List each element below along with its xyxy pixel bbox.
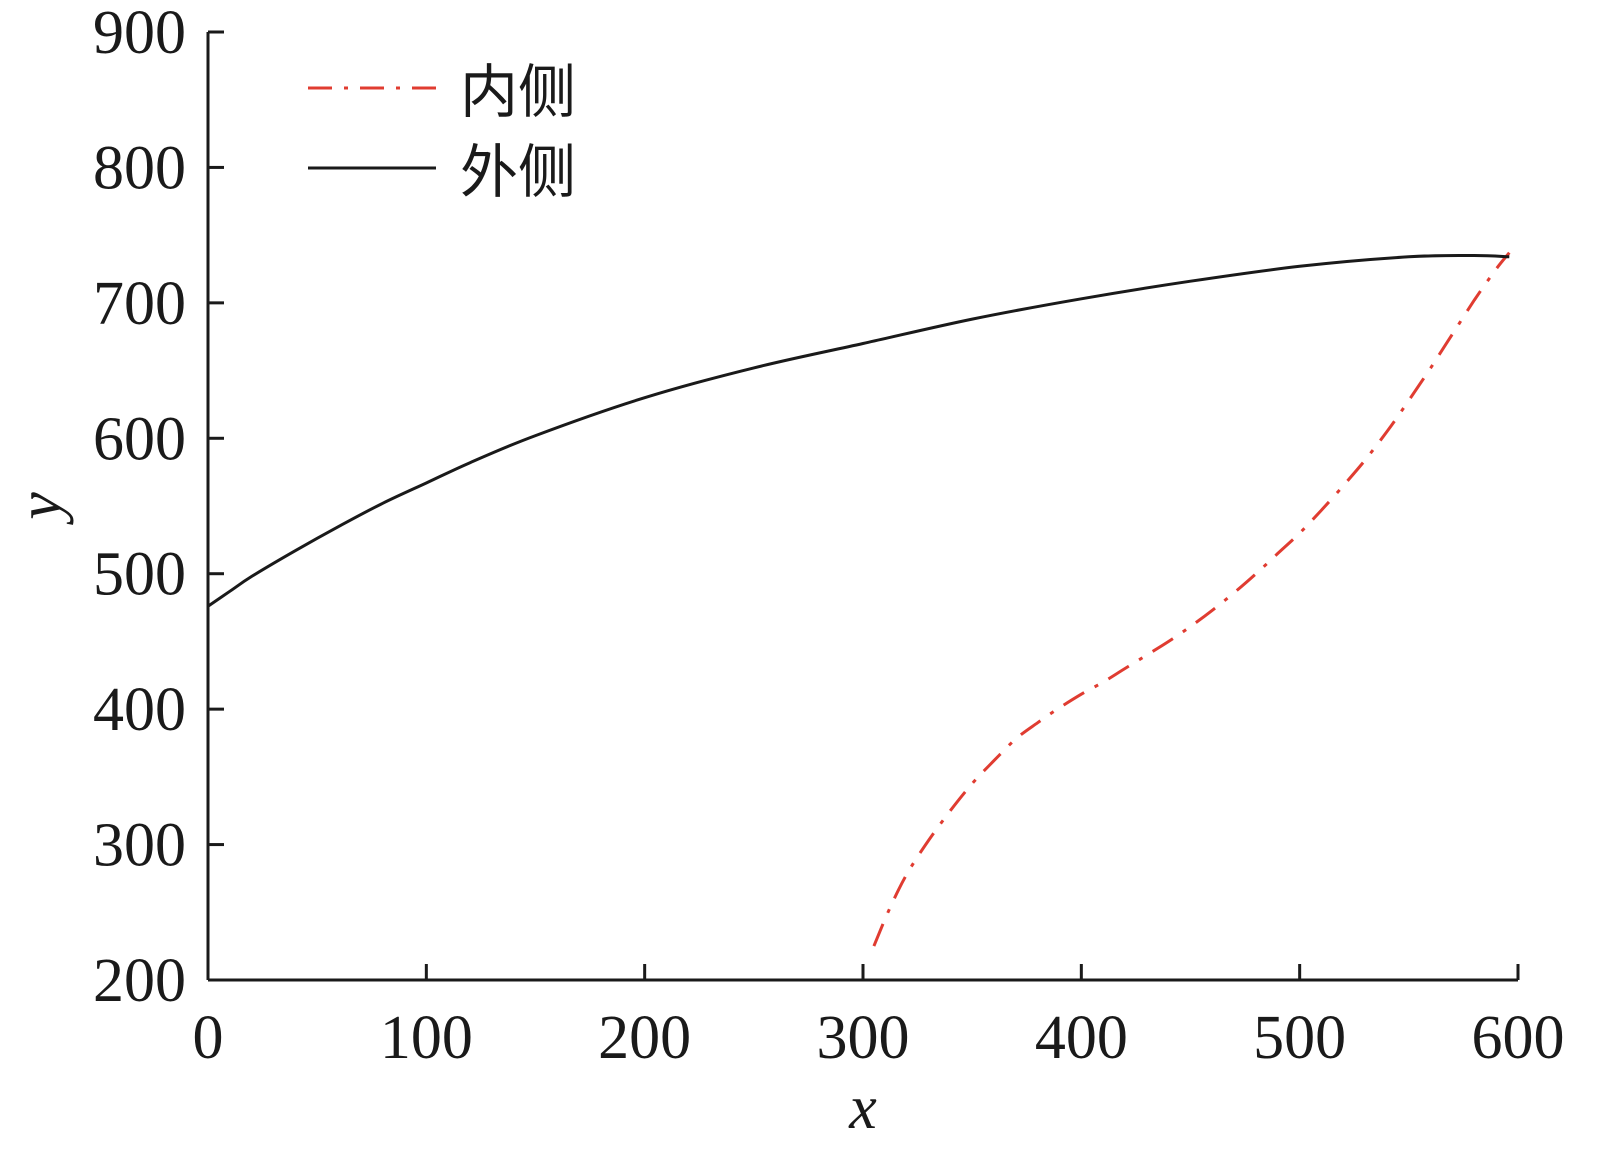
y-axis-title: y: [6, 492, 74, 526]
legend-label-outer: 外侧: [460, 138, 576, 206]
y-tick-label: 200: [93, 947, 186, 1015]
y-ticks: 200 300 400 500 600 700 800 900: [93, 0, 224, 1015]
x-tick-label: 600: [1472, 1004, 1565, 1072]
y-tick-label: 500: [93, 541, 186, 609]
x-ticks: 0 100 200 300 400 500 600: [193, 964, 1565, 1072]
x-tick-label: 100: [380, 1004, 473, 1072]
plot-area: [207, 251, 1511, 947]
y-tick-label: 400: [93, 676, 186, 744]
y-tick-label: 700: [93, 270, 186, 338]
x-tick-label: 200: [598, 1004, 691, 1072]
y-tick-label: 600: [93, 405, 186, 473]
legend-label-inner: 内侧: [460, 58, 576, 126]
series-line-inner: [872, 251, 1511, 947]
y-tick-label: 800: [93, 134, 186, 202]
x-tick-label: 0: [193, 1004, 224, 1072]
x-tick-label: 500: [1253, 1004, 1346, 1072]
series-line-outer: [207, 253, 1510, 608]
axes: [206, 32, 1518, 982]
x-tick-label: 400: [1035, 1004, 1128, 1072]
x-tick-label: 300: [817, 1004, 910, 1072]
legend: 内侧 外侧: [308, 58, 576, 206]
x-axis-title: x: [848, 1074, 877, 1142]
y-tick-label: 900: [93, 0, 186, 67]
y-tick-label: 300: [93, 812, 186, 880]
